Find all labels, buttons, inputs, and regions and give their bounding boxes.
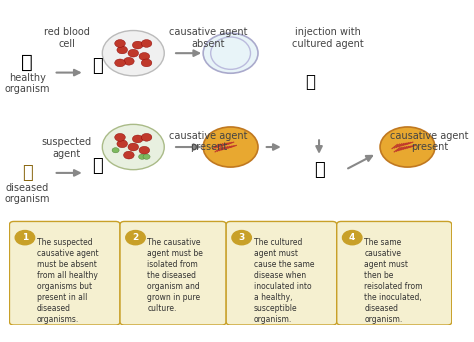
Circle shape — [143, 154, 150, 159]
FancyBboxPatch shape — [226, 222, 337, 325]
FancyBboxPatch shape — [120, 222, 226, 325]
Text: 2: 2 — [132, 233, 138, 242]
Circle shape — [343, 231, 362, 245]
Text: healthy
organism: healthy organism — [4, 73, 50, 94]
Text: 🐁: 🐁 — [313, 121, 325, 140]
Circle shape — [139, 146, 150, 154]
Text: 3: 3 — [238, 233, 245, 242]
Text: 💉: 💉 — [305, 73, 315, 91]
Circle shape — [102, 30, 164, 76]
Circle shape — [128, 143, 138, 151]
Text: 🐀: 🐀 — [21, 53, 33, 73]
Text: diseased
organism: diseased organism — [4, 183, 50, 204]
Circle shape — [141, 133, 152, 141]
Circle shape — [128, 49, 138, 57]
Circle shape — [203, 33, 258, 73]
Circle shape — [232, 231, 251, 245]
Circle shape — [115, 40, 125, 47]
Circle shape — [15, 231, 35, 245]
Circle shape — [112, 148, 119, 153]
Circle shape — [132, 41, 143, 49]
Circle shape — [141, 59, 152, 67]
Text: causative agent
present: causative agent present — [391, 131, 469, 153]
Text: 🐀: 🐀 — [22, 164, 33, 182]
Circle shape — [117, 46, 128, 54]
Circle shape — [115, 133, 125, 141]
FancyBboxPatch shape — [337, 222, 452, 325]
Circle shape — [117, 140, 128, 148]
Circle shape — [102, 124, 164, 170]
Circle shape — [124, 151, 134, 159]
Circle shape — [115, 59, 125, 67]
Text: red blood
cell: red blood cell — [44, 27, 90, 49]
Circle shape — [124, 57, 134, 65]
Text: 4: 4 — [349, 233, 356, 242]
Text: 🔬: 🔬 — [92, 57, 103, 75]
Text: 🐁: 🐁 — [314, 161, 324, 179]
Text: The same
causative
agent must
then be
reisolated from
the inoculated,
diseased
o: The same causative agent must then be re… — [364, 238, 423, 324]
Text: The suspected
causative agent
must be absent
from all healthy
organisms but
pres: The suspected causative agent must be ab… — [37, 238, 99, 324]
FancyBboxPatch shape — [9, 222, 120, 325]
Circle shape — [132, 135, 143, 143]
Circle shape — [203, 127, 258, 167]
Text: 🔬: 🔬 — [92, 157, 103, 175]
Circle shape — [139, 53, 150, 60]
Text: causative agent
absent: causative agent absent — [169, 27, 248, 49]
Text: The causative
agent must be
isolated from
the diseased
organism and
grown in pur: The causative agent must be isolated fro… — [147, 238, 203, 313]
Circle shape — [126, 231, 145, 245]
Text: The cultured
agent must
cause the same
disease when
inoculated into
a healthy,
s: The cultured agent must cause the same d… — [254, 238, 314, 324]
Circle shape — [380, 127, 435, 167]
Circle shape — [141, 40, 152, 47]
Text: suspected
agent: suspected agent — [42, 137, 92, 159]
Text: 1: 1 — [22, 233, 28, 242]
Text: injection with
cultured agent: injection with cultured agent — [292, 27, 364, 49]
Text: causative agent
present: causative agent present — [169, 131, 248, 153]
Circle shape — [138, 154, 146, 159]
